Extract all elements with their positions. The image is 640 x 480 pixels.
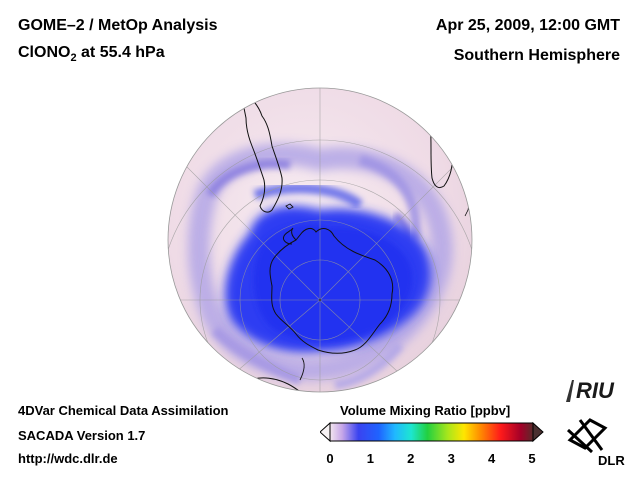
- colorbar-title: Volume Mixing Ratio [ppbv]: [340, 403, 511, 418]
- south-pole-marker: [318, 298, 322, 302]
- riu-logo-text: RIU: [576, 378, 615, 403]
- polar-vortex-core: [253, 224, 413, 342]
- riu-logo-mark: [566, 380, 574, 402]
- riu-logo: RIU: [566, 378, 615, 403]
- purple-streamer: [211, 326, 302, 385]
- region-label: Southern Hemisphere: [453, 47, 620, 64]
- globe-limb: [167, 87, 473, 393]
- colorbar-tick-label: 1: [366, 451, 375, 466]
- species-title: ClONO2 at 55.4 hPa: [18, 44, 165, 64]
- outer-purple-ring: [187, 143, 453, 381]
- new-zealand-coastline: [299, 357, 305, 381]
- url-link[interactable]: http://wdc.dlr.de: [18, 451, 118, 466]
- colorbar-tick-label: 0: [326, 451, 334, 466]
- antarctica-coastline: [269, 227, 394, 354]
- graticule: [168, 88, 472, 392]
- south-america-coastline: [239, 88, 283, 213]
- purple-streamer: [253, 183, 364, 210]
- antarctic-peninsula-coastline: [283, 227, 297, 245]
- colorbar-under-arrow: [320, 421, 331, 443]
- colorbar-tick-label: 5: [528, 451, 536, 466]
- colorbar-gradient: [329, 422, 534, 442]
- australia-coastline: [249, 377, 307, 392]
- method-label: 4DVar Chemical Data Assimilation: [18, 403, 229, 418]
- dlr-logo-mark: [566, 418, 608, 454]
- falkland-islands: [285, 203, 294, 210]
- colorbar-tick-label: 4: [487, 451, 496, 466]
- colorbar-tick-label: 3: [447, 451, 455, 466]
- species-suffix: at 55.4 hPa: [76, 44, 165, 61]
- colorbar-tick-label: 2: [407, 451, 415, 466]
- dlr-logo: DLR: [566, 418, 625, 468]
- species-subscript: 2: [70, 52, 77, 65]
- colorbar-over-arrow: [532, 421, 544, 443]
- purple-streamer: [206, 159, 291, 198]
- purple-streamer: [334, 342, 404, 390]
- dlr-logo-text: DLR: [598, 453, 625, 468]
- species-prefix: ClONO: [18, 44, 71, 61]
- version-label: SACADA Version 1.7: [18, 428, 146, 443]
- date-label: Apr 25, 2009, 12:00 GMT: [435, 17, 620, 34]
- title-line1: GOME–2 / MetOp Analysis: [18, 17, 218, 34]
- colorbar: [320, 421, 544, 443]
